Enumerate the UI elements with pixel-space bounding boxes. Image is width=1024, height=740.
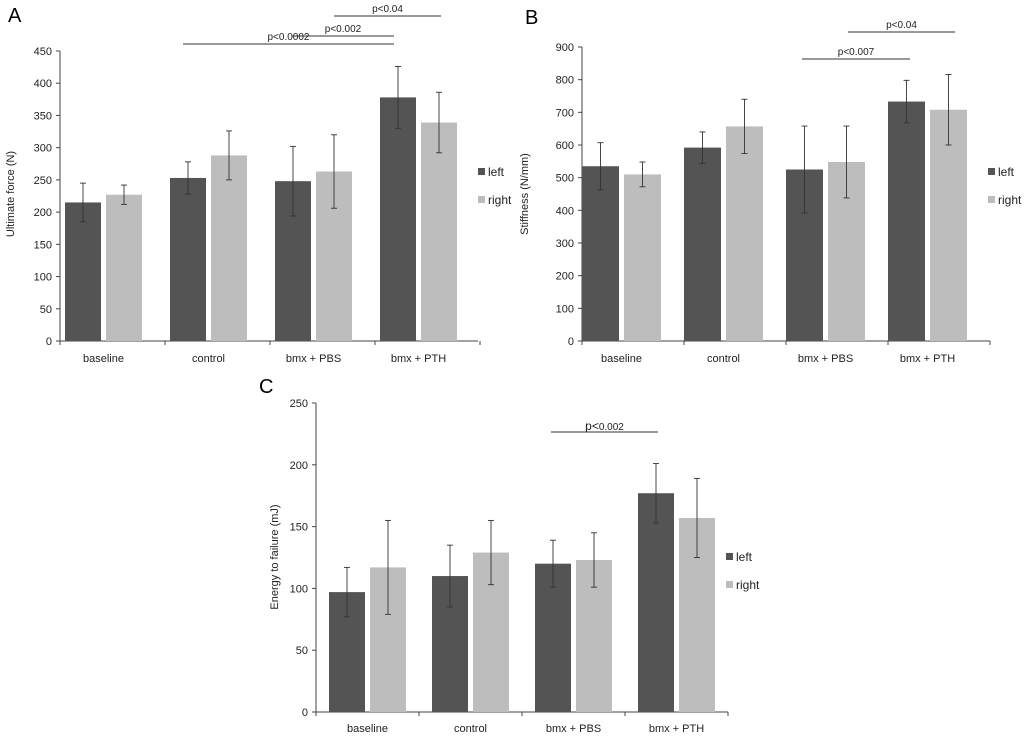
x-category-label-b-3: bmx + PTH <box>900 353 955 365</box>
y-tick-label-b-9: 900 <box>556 42 574 54</box>
sig-label-a-1: p<0.002 <box>325 24 362 35</box>
bar-b-right-3 <box>930 109 967 341</box>
y-tick-label-b-4: 400 <box>556 205 574 217</box>
y-ticks-b: 0 100 200 300 400 500 600 700 800 900 <box>556 42 582 348</box>
y-tick-label-a-4: 200 <box>34 207 52 219</box>
x-category-label-a-0: baseline <box>83 353 124 365</box>
y-tick-label-b-7: 700 <box>556 107 574 119</box>
legend-label-a-left: left <box>488 165 505 179</box>
legend-swatch-a-right <box>478 196 485 203</box>
legend-c: left right <box>726 550 760 592</box>
bars-c <box>329 463 715 712</box>
bar-a-left-3 <box>380 97 416 342</box>
x-categories-a: baseline control bmx + PBS bmx + PTH <box>59 341 481 365</box>
legend-swatch-b-right <box>988 196 995 203</box>
y-tick-label-c-5: 250 <box>290 398 308 410</box>
legend-label-c-right: right <box>736 578 760 592</box>
bar-b-right-0 <box>624 174 661 341</box>
x-category-label-a-1: control <box>192 353 225 365</box>
y-tick-label-b-3: 300 <box>556 238 574 250</box>
panel-letter-c: C <box>259 376 273 398</box>
y-tick-label-a-8: 400 <box>34 78 52 90</box>
y-tick-label-a-0: 0 <box>46 336 52 348</box>
legend-label-b-right: right <box>998 193 1022 207</box>
bar-b-left-0 <box>582 166 619 341</box>
y-axis-title-b: Stiffness (N/mm) <box>519 153 531 235</box>
bar-b-right-1 <box>726 126 763 341</box>
y-tick-label-c-1: 50 <box>296 645 308 657</box>
y-tick-label-b-1: 100 <box>556 303 574 315</box>
y-tick-label-c-0: 0 <box>302 707 308 719</box>
x-category-label-b-1: control <box>707 353 740 365</box>
significance-a: p<0.0002 p<0.002 p<0.04 <box>183 4 441 45</box>
y-tick-label-a-3: 150 <box>34 239 52 251</box>
bar-a-left-1 <box>170 177 206 341</box>
sig-label-c-0-value: 0.002 <box>599 422 624 433</box>
bars-a <box>65 66 457 342</box>
x-category-label-a-2: bmx + PBS <box>286 353 341 365</box>
legend-a: left right <box>478 165 512 207</box>
y-tick-label-b-0: 0 <box>568 336 574 348</box>
x-category-label-c-0: baseline <box>347 723 388 735</box>
y-tick-label-b-2: 200 <box>556 271 574 283</box>
panel-c: C Energy to failure (mJ) 0 50 100 150 20… <box>259 376 760 735</box>
panel-letter-a: A <box>8 5 22 27</box>
legend-label-a-right: right <box>488 193 512 207</box>
legend-swatch-c-left <box>726 553 733 560</box>
y-tick-label-a-2: 100 <box>34 272 52 284</box>
x-category-label-c-2: bmx + PBS <box>546 723 601 735</box>
x-category-label-b-0: baseline <box>601 353 642 365</box>
legend-swatch-b-left <box>988 168 995 175</box>
y-tick-label-b-8: 800 <box>556 75 574 87</box>
y-tick-label-c-3: 150 <box>290 522 308 534</box>
bar-a-left-0 <box>65 202 101 341</box>
y-ticks-a: 0 50 100 150 200 250 300 350 400 450 <box>34 46 60 348</box>
legend-b: left right <box>988 165 1022 207</box>
bar-a-right-1 <box>211 155 247 341</box>
y-tick-label-a-9: 450 <box>34 46 52 58</box>
y-tick-label-a-6: 300 <box>34 143 52 155</box>
y-tick-label-b-6: 600 <box>556 140 574 152</box>
panel-a: A Ultimate force (N) 0 50 100 150 200 25… <box>5 4 512 365</box>
panel-letter-b: B <box>525 7 538 29</box>
y-ticks-c: 0 50 100 150 200 250 <box>290 398 316 719</box>
y-axis-title-c: Energy to failure (mJ) <box>269 504 281 609</box>
bar-b-left-1 <box>684 147 721 341</box>
y-tick-label-c-4: 200 <box>290 460 308 472</box>
legend-label-c-left: left <box>736 550 753 564</box>
legend-swatch-c-right <box>726 581 733 588</box>
y-tick-label-c-2: 100 <box>290 583 308 595</box>
bar-b-left-3 <box>888 101 925 341</box>
sig-label-b-1: p<0.04 <box>886 20 917 31</box>
x-category-label-b-2: bmx + PBS <box>798 353 853 365</box>
bar-c-left-3 <box>638 493 674 712</box>
y-tick-label-a-7: 350 <box>34 110 52 122</box>
x-category-label-c-1: control <box>454 723 487 735</box>
x-categories-b: baseline control bmx + PBS bmx + PTH <box>581 341 991 365</box>
legend-swatch-a-left <box>478 168 485 175</box>
bar-a-right-3 <box>421 122 457 342</box>
panel-b: B Stiffness (N/mm) 0 100 200 300 400 500… <box>519 7 1022 365</box>
sig-label-b-0: p<0.007 <box>838 47 875 58</box>
sig-label-c-0: p<0.002 <box>585 419 624 433</box>
y-tick-label-b-5: 500 <box>556 173 574 185</box>
significance-c: p<0.002 <box>551 419 658 433</box>
bars-b <box>582 73 967 341</box>
x-category-label-a-3: bmx + PTH <box>391 353 446 365</box>
sig-label-a-2: p<0.04 <box>372 4 403 15</box>
y-axis-title-a: Ultimate force (N) <box>5 151 17 237</box>
sig-label-c-0-prefix: p< <box>585 419 599 433</box>
significance-b: p<0.007 p<0.04 <box>802 20 955 60</box>
x-categories-c: baseline control bmx + PBS bmx + PTH <box>315 712 729 735</box>
y-tick-label-a-1: 50 <box>40 304 52 316</box>
y-tick-label-a-5: 250 <box>34 175 52 187</box>
legend-label-b-left: left <box>998 165 1015 179</box>
bar-c-left-2 <box>535 563 571 712</box>
bar-a-right-0 <box>106 194 142 341</box>
sig-label-a-0: p<0.0002 <box>268 32 310 43</box>
x-category-label-c-3: bmx + PTH <box>649 723 704 735</box>
